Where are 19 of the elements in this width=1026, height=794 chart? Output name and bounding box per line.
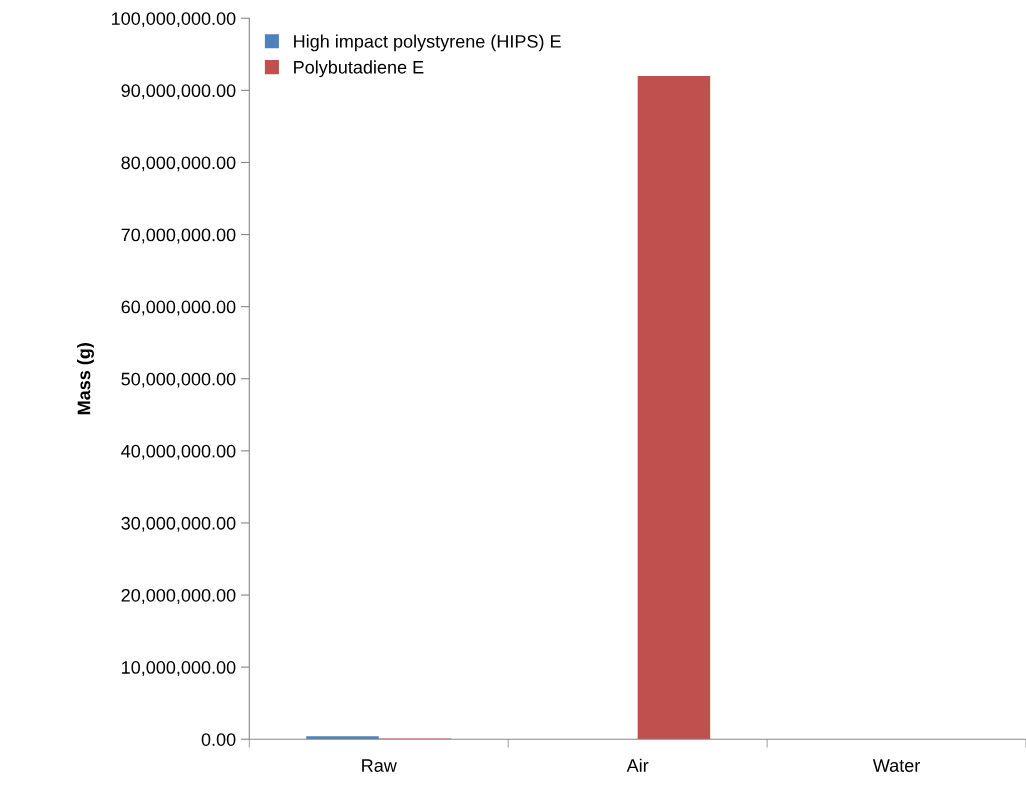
bar	[306, 736, 379, 740]
legend-label: High impact polystyrene (HIPS) E	[294, 34, 561, 52]
x-tick-label: Water	[872, 759, 920, 772]
y-tick-label: 10,000,000.00	[122, 661, 236, 676]
y-tick-label: 60,000,000.00	[121, 300, 236, 316]
y-tick-label: 90,000,000.00	[121, 84, 236, 100]
x-tick-label: Raw	[362, 759, 397, 772]
y-tick-label: 30,000,000.00	[121, 516, 236, 532]
y-tick-label: 20,000,000.00	[121, 588, 236, 604]
y-tick-label: 40,000,000.00	[121, 444, 236, 460]
y-tick-label: 50,000,000.00	[121, 372, 236, 388]
y-axis-title: Mass (g)	[77, 343, 94, 415]
legend-label: Polybutadiene E	[294, 60, 424, 78]
y-tick-label: 100,000,000.00	[112, 12, 236, 28]
x-tick-label: Air	[626, 758, 649, 772]
y-tick-label: 0.00	[201, 733, 236, 746]
y-tick-label: 80,000,000.00	[121, 156, 236, 172]
bar	[637, 75, 711, 740]
y-tick-label: 70,000,000.00	[121, 228, 236, 244]
